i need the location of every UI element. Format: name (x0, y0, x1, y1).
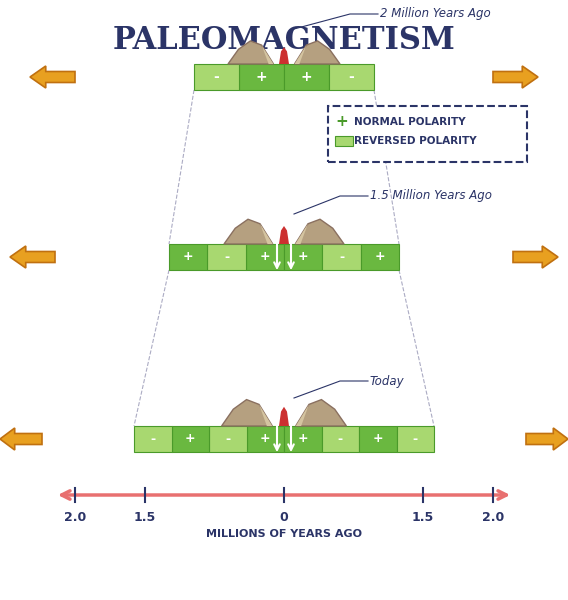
Text: +: + (183, 251, 194, 263)
Polygon shape (296, 404, 309, 426)
Bar (359, 426, 396, 452)
Polygon shape (294, 45, 306, 64)
Polygon shape (224, 219, 273, 244)
Bar (284, 426, 321, 452)
Text: +: + (300, 70, 312, 84)
Text: Today: Today (370, 374, 404, 388)
Bar (322, 244, 361, 270)
Text: +: + (256, 70, 268, 84)
Text: 0: 0 (279, 511, 289, 524)
Bar (194, 64, 239, 90)
Text: +: + (185, 433, 195, 445)
Polygon shape (279, 226, 289, 244)
Polygon shape (294, 41, 340, 64)
Text: +: + (374, 251, 385, 263)
Text: -: - (349, 70, 354, 84)
Text: -: - (224, 251, 229, 263)
Text: +: + (336, 115, 348, 130)
Polygon shape (279, 407, 289, 426)
Polygon shape (493, 66, 538, 88)
Polygon shape (259, 404, 272, 426)
Text: MILLIONS OF YEARS AGO: MILLIONS OF YEARS AGO (206, 529, 362, 539)
Bar (169, 244, 207, 270)
Bar (396, 426, 434, 452)
Polygon shape (262, 45, 274, 64)
Bar (172, 426, 209, 452)
Bar (329, 64, 374, 90)
FancyBboxPatch shape (328, 106, 527, 162)
Polygon shape (260, 224, 273, 244)
Text: -: - (214, 70, 219, 84)
Text: -: - (413, 433, 418, 445)
Text: 1.5 Million Years Ago: 1.5 Million Years Ago (370, 190, 492, 202)
Text: 2.0: 2.0 (482, 511, 504, 524)
Bar (207, 244, 246, 270)
Text: -: - (225, 433, 230, 445)
Text: +: + (373, 433, 383, 445)
Text: +: + (298, 251, 308, 263)
Text: -: - (338, 433, 343, 445)
Bar (209, 426, 247, 452)
Polygon shape (296, 400, 346, 426)
Text: 2.0: 2.0 (64, 511, 86, 524)
Bar (321, 426, 359, 452)
Polygon shape (513, 246, 558, 268)
Bar (247, 426, 284, 452)
Polygon shape (0, 428, 42, 450)
Bar (284, 64, 329, 90)
Text: +: + (260, 251, 270, 263)
Polygon shape (10, 246, 55, 268)
Text: PALEOMAGNETISM: PALEOMAGNETISM (112, 25, 456, 56)
Text: 2 Million Years Ago: 2 Million Years Ago (380, 7, 491, 20)
Bar (335, 136, 353, 146)
Polygon shape (228, 41, 274, 64)
Bar (246, 244, 284, 270)
Polygon shape (295, 224, 308, 244)
Bar (134, 426, 172, 452)
Text: REVERSED POLARITY: REVERSED POLARITY (354, 136, 477, 146)
Polygon shape (222, 400, 272, 426)
Bar (361, 244, 399, 270)
Text: -: - (339, 251, 344, 263)
Bar (284, 244, 322, 270)
Polygon shape (279, 47, 289, 64)
Polygon shape (295, 219, 344, 244)
Text: -: - (150, 433, 155, 445)
Polygon shape (526, 428, 568, 450)
Text: +: + (260, 433, 270, 445)
Bar (239, 64, 284, 90)
Text: +: + (298, 433, 308, 445)
Text: 1.5: 1.5 (412, 511, 434, 524)
Polygon shape (30, 66, 75, 88)
Text: 1.5: 1.5 (134, 511, 156, 524)
Text: NORMAL POLARITY: NORMAL POLARITY (354, 117, 466, 127)
